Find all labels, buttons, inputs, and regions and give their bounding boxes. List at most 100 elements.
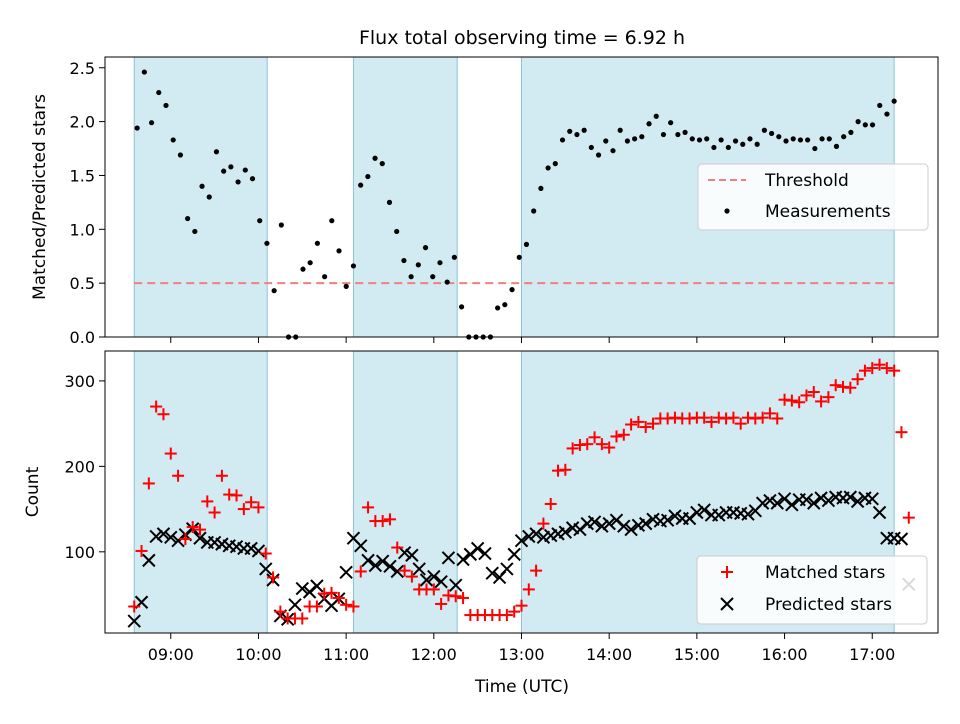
- measurement-point: [192, 228, 198, 235]
- matched-star-marker: [172, 469, 185, 482]
- measurement-point: [502, 302, 508, 308]
- x-tick-label: 17:00: [849, 645, 895, 664]
- matched-star-marker: [449, 590, 462, 603]
- predicted-star-marker: [259, 562, 273, 576]
- measurement-point: [516, 254, 522, 260]
- predicted-star-marker: [617, 519, 631, 533]
- measurement-point: [624, 138, 631, 144]
- measurement-point: [754, 141, 760, 147]
- predicted-star-marker: [785, 498, 799, 512]
- measurement-point: [552, 161, 558, 167]
- measurement-point: [595, 152, 602, 158]
- matched-star-marker: [698, 411, 711, 424]
- matched-star-marker: [237, 503, 250, 516]
- measurement-point: [343, 283, 349, 289]
- matched-star-marker: [647, 417, 660, 430]
- matched-star-marker: [851, 373, 864, 386]
- bottom-legend: Matched stars Predicted stars: [696, 555, 928, 625]
- observing-window: [352, 350, 458, 634]
- matched-star-marker: [391, 541, 404, 554]
- measurement-point: [660, 131, 667, 138]
- predicted-star-marker: [397, 545, 412, 560]
- top-x-ticks: [170, 337, 873, 343]
- predicted-star-marker: [850, 494, 865, 509]
- y-tick-label: 100: [64, 543, 95, 562]
- measurement-point: [257, 218, 263, 224]
- matched-star-marker: [522, 583, 535, 596]
- matched-star-marker: [873, 358, 886, 371]
- measurement-point: [833, 143, 840, 149]
- predicted-star-marker: [602, 516, 616, 531]
- measurement-point: [177, 152, 184, 158]
- y-tick-label: 2.0: [70, 113, 95, 132]
- matched-star-marker: [150, 400, 163, 413]
- observing-window: [133, 350, 268, 634]
- matched-star-marker: [632, 415, 645, 428]
- bottom-panel: 100 200 300 09:00 10:00 11:00 12:00 13:00 14:00…: [23, 350, 939, 697]
- matched-star-marker: [215, 469, 228, 482]
- measurement-point: [221, 168, 227, 174]
- measurement-point: [271, 288, 277, 294]
- matched-star-marker: [800, 389, 813, 402]
- matched-star-marker: [508, 605, 521, 618]
- measurement-point: [213, 149, 220, 155]
- matched-star-marker: [866, 362, 879, 375]
- measurement-point: [228, 164, 234, 170]
- matched-star-markers: [128, 358, 915, 625]
- matched-star-marker: [383, 513, 396, 526]
- measurement-point: [581, 127, 587, 133]
- measurement-point: [365, 173, 371, 180]
- measurement-point: [379, 161, 385, 167]
- y-tick-label: 1.0: [70, 220, 95, 239]
- y-tick-label: 0.0: [70, 328, 95, 347]
- matched-star-marker: [617, 428, 630, 441]
- predicted-star-markers: [127, 490, 916, 628]
- predicted-star-marker: [193, 531, 207, 545]
- x-tick-label: 14:00: [586, 645, 632, 664]
- predicted-star-marker: [390, 564, 404, 579]
- measurement-point: [437, 260, 443, 266]
- predicted-star-marker: [763, 493, 777, 508]
- matched-star-marker: [252, 501, 265, 514]
- predicted-star-marker: [405, 548, 419, 562]
- predicted-star-marker: [668, 509, 682, 523]
- matched-star-marker: [201, 495, 214, 508]
- predicted-star-marker: [755, 496, 770, 510]
- y-tick-label: 1.5: [70, 166, 95, 185]
- matched-star-marker: [296, 612, 309, 625]
- predicted-star-marker: [470, 541, 485, 556]
- predicted-star-marker: [690, 505, 704, 520]
- matched-star-marker: [880, 362, 893, 375]
- measurement-point: [668, 120, 674, 126]
- measurement-point: [538, 185, 544, 191]
- predicted-star-marker: [383, 559, 397, 574]
- measurement-point: [588, 144, 594, 151]
- predicted-star-marker: [639, 516, 653, 531]
- x-tick-label: 12:00: [411, 645, 457, 664]
- predicted-star-marker: [354, 539, 368, 553]
- measurement-point: [249, 176, 256, 182]
- matched-star-marker: [457, 591, 470, 604]
- matched-star-marker: [588, 431, 601, 444]
- matched-star-marker: [179, 533, 192, 545]
- measurement-point: [891, 98, 897, 104]
- measurement-point: [841, 134, 847, 140]
- measurement-point: [329, 218, 335, 224]
- matched-star-marker: [332, 591, 345, 604]
- measurement-point: [394, 228, 400, 235]
- matched-star-marker: [785, 394, 798, 407]
- predicted-star-marker: [164, 530, 178, 544]
- top-legend: Threshold Measurements: [697, 163, 929, 231]
- predicted-star-marker: [427, 569, 441, 584]
- measurement-point: [358, 182, 364, 188]
- matched-star-marker: [186, 521, 199, 534]
- y-tick-label: 200: [64, 457, 95, 476]
- measurement-point: [725, 144, 731, 151]
- predicted-star-marker: [149, 529, 163, 544]
- predicted-star-marker: [500, 562, 514, 576]
- measurement-point: [415, 262, 421, 268]
- matched-star-marker: [310, 600, 323, 613]
- predicted-star-marker: [814, 491, 828, 505]
- matched-star-marker: [354, 565, 367, 578]
- predicted-star-marker: [522, 529, 536, 544]
